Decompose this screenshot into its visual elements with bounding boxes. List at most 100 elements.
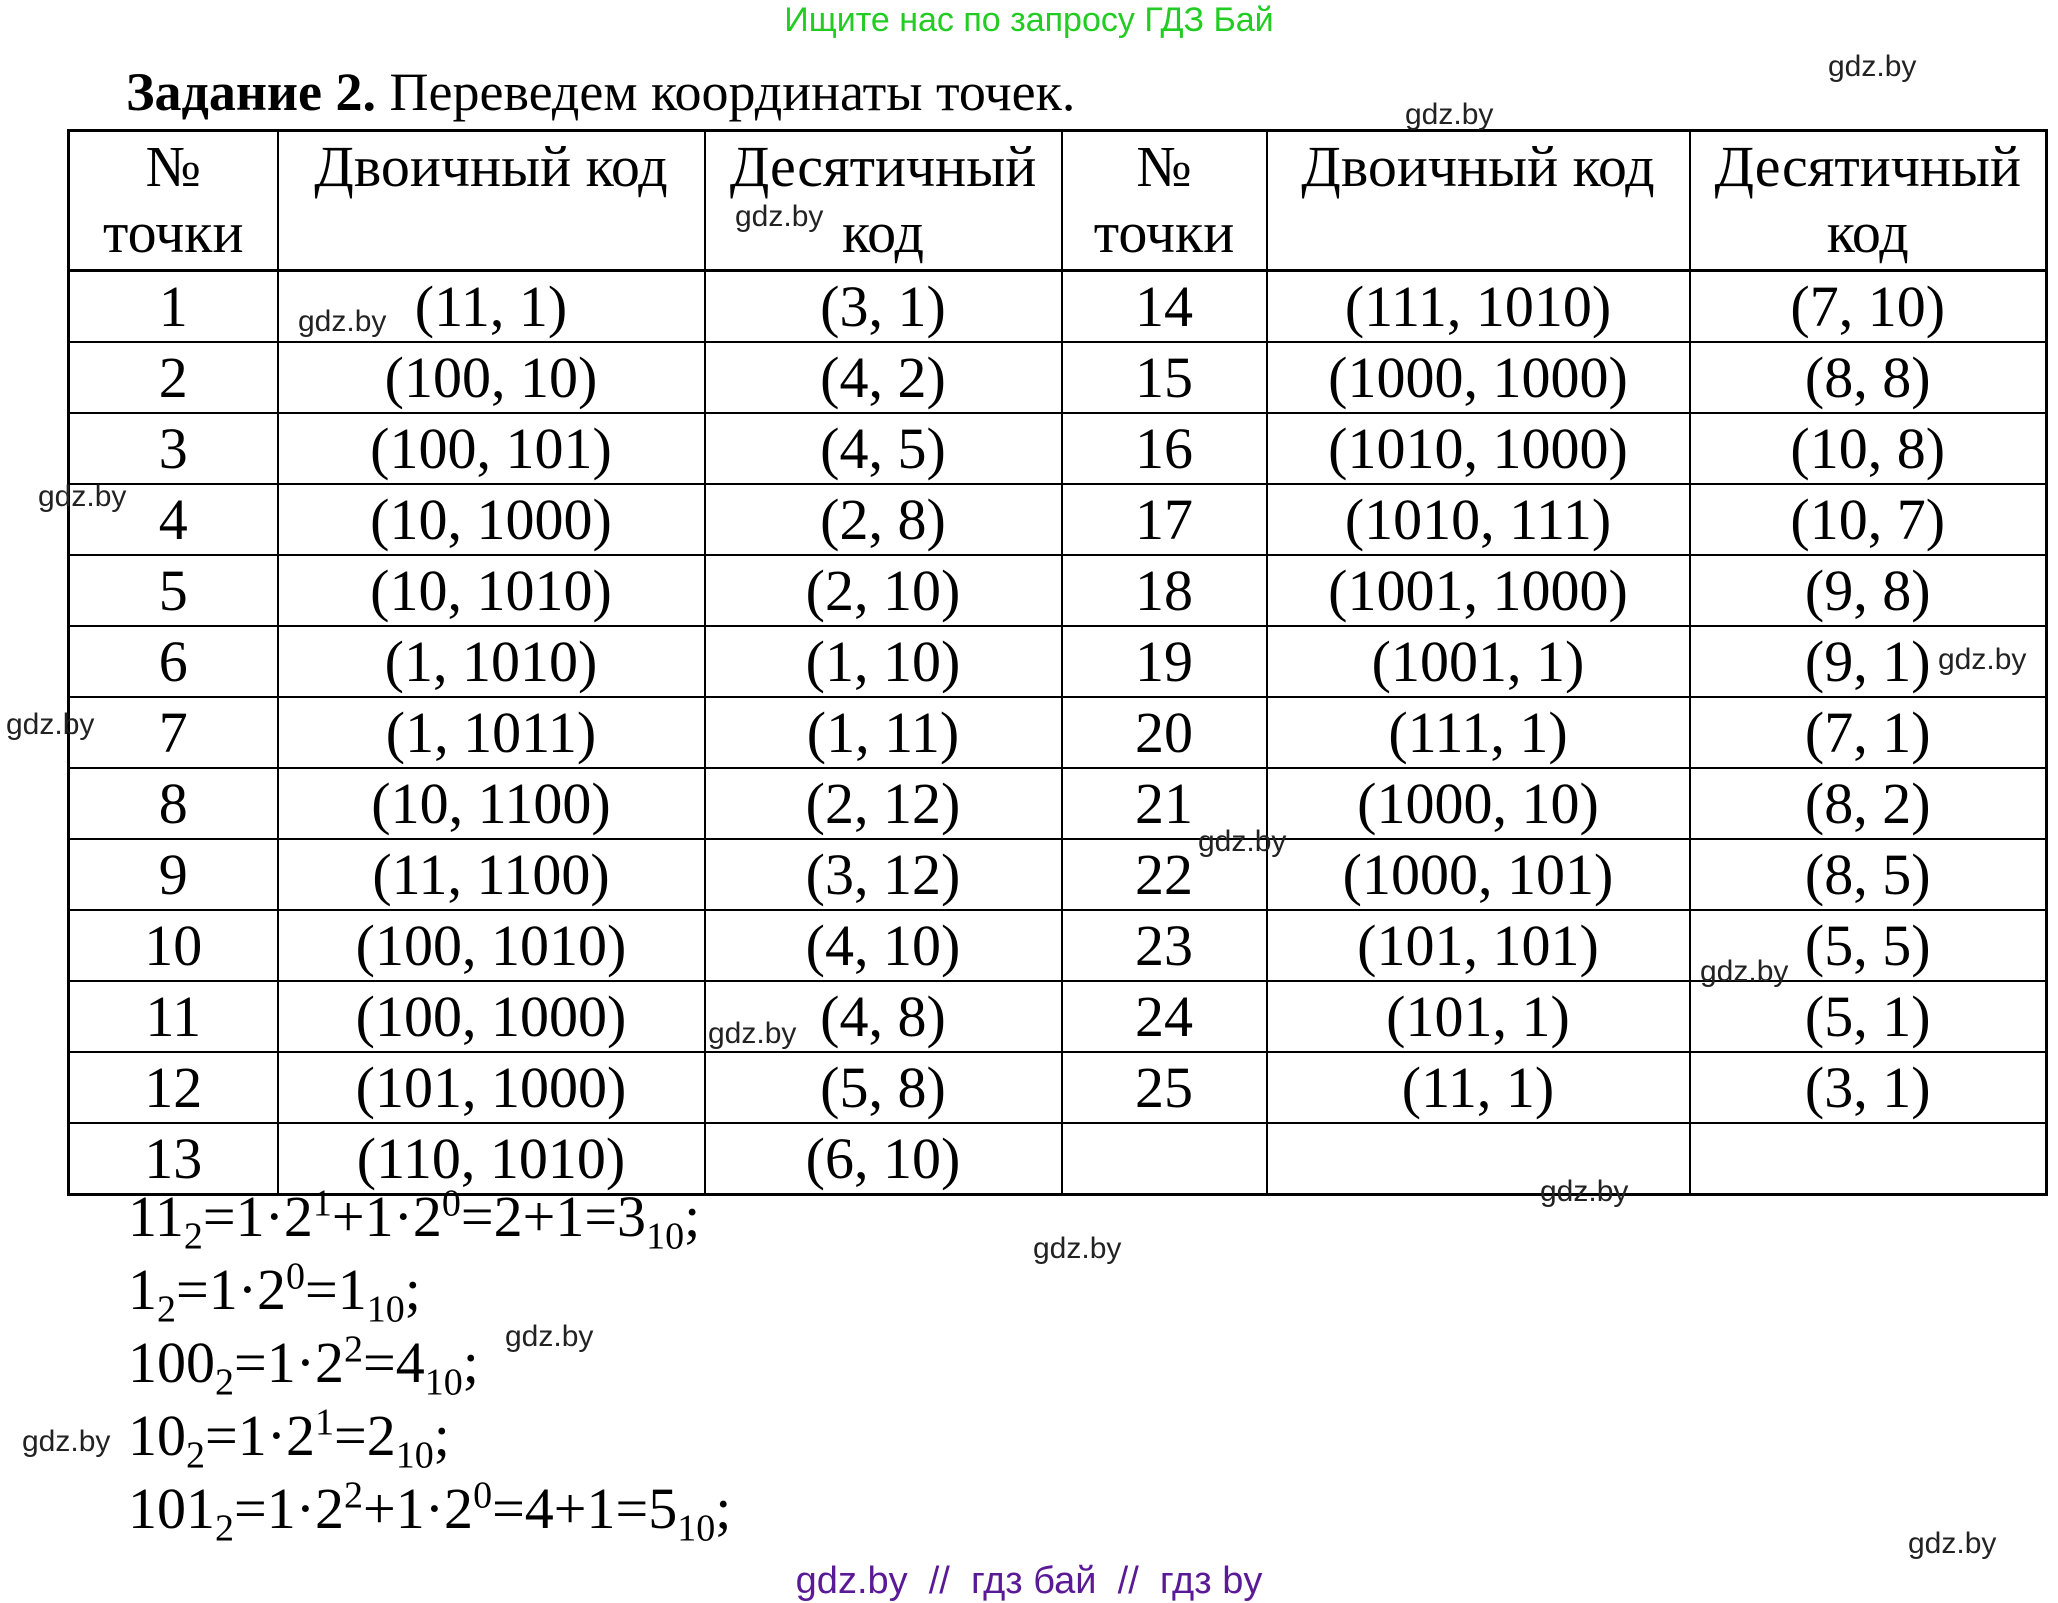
table-cell: (111, 1): [1265, 696, 1691, 769]
table-cell: 25: [1060, 1051, 1268, 1124]
table-row: 6 (1, 1010) (1, 10) 19 (1001, 1) (9, 1): [67, 625, 2048, 698]
formula: 1002=1·22=410;: [128, 1328, 479, 1404]
table-cell: (7, 1): [1688, 696, 2048, 769]
table-cell: 2: [67, 341, 279, 414]
table-cell: (101, 1000): [276, 1051, 706, 1124]
watermark: gdz.by: [1700, 955, 1789, 988]
table-cell: (11, 1): [1265, 1051, 1691, 1124]
table-cell: (1000, 101): [1265, 838, 1691, 911]
watermark: gdz.by: [1938, 643, 2027, 676]
table-cell: (4, 10): [703, 909, 1063, 982]
table-cell: (9, 1): [1688, 625, 2048, 698]
table-cell: 17: [1060, 483, 1268, 556]
table-cell: (1000, 10): [1265, 767, 1691, 840]
table-cell: (10, 1000): [276, 483, 706, 556]
table-cell: 18: [1060, 554, 1268, 627]
table-cell: (1010, 1000): [1265, 412, 1691, 485]
table-row: 4 (10, 1000) (2, 8) 17 (1010, 111) (10, 7): [67, 483, 2048, 556]
table-row: 3 (100, 101) (4, 5) 16 (1010, 1000) (10, 8): [67, 412, 2048, 485]
watermark: gdz.by: [1828, 50, 1917, 83]
formula: 1012=1·22+1·20=4+1=510;: [128, 1474, 732, 1550]
table-cell: (5, 1): [1688, 980, 2048, 1053]
watermark: gdz.by: [1540, 1175, 1629, 1208]
table-cell: 12: [67, 1051, 279, 1124]
table-cell: 5: [67, 554, 279, 627]
table-cell: (1, 1011): [276, 696, 706, 769]
table-cell: 20: [1060, 696, 1268, 769]
header-line: №: [1136, 134, 1192, 199]
table-cell: (3, 12): [703, 838, 1063, 911]
table-row: 1 (11, 1) (3, 1) 14 (111, 1010) (7, 10): [67, 269, 2048, 343]
table-cell: (4, 5): [703, 412, 1063, 485]
footer-watermark: gdz.by // гдз бай // гдз by: [795, 1560, 1263, 1602]
task-text: Переведем координаты точек.: [376, 62, 1076, 122]
table-cell: 4: [67, 483, 279, 556]
table-cell: 23: [1060, 909, 1268, 982]
table-cell: (1001, 1): [1265, 625, 1691, 698]
header-line: Десятичный: [1714, 134, 2021, 199]
formula: 112=1·21+1·20=2+1=310;: [128, 1182, 701, 1258]
header-line: №: [145, 134, 201, 199]
table-cell: 15: [1060, 341, 1268, 414]
table-row: 8 (10, 1100) (2, 12) 21 (1000, 10) (8, 2): [67, 767, 2048, 840]
table-cell: 6: [67, 625, 279, 698]
header-line: Двоичный код: [314, 134, 668, 199]
table-cell: (4, 2): [703, 341, 1063, 414]
header-line: точки: [103, 200, 244, 265]
table-cell: (100, 10): [276, 341, 706, 414]
conversion-formulas: 112=1·21+1·20=2+1=310; 12=1·20=110; 1002=1…: [128, 1180, 732, 1550]
table-cell: (2, 8): [703, 483, 1063, 556]
watermark: gdz.by: [1033, 1232, 1122, 1265]
table-cell: 10: [67, 909, 279, 982]
table-cell: (1, 11): [703, 696, 1063, 769]
table-cell: 21: [1060, 767, 1268, 840]
table-cell: (10, 1100): [276, 767, 706, 840]
watermark: gdz.by: [1198, 825, 1287, 858]
table-row: 10 (100, 1010) (4, 10) 23 (101, 101) (5, 5): [67, 909, 2048, 982]
table-cell: 24: [1060, 980, 1268, 1053]
table-row: 11 (100, 1000) (4, 8) 24 (101, 1) (5, 1): [67, 980, 2048, 1053]
table-cell: 7: [67, 696, 279, 769]
table-cell: (1, 10): [703, 625, 1063, 698]
table-cell: (2, 10): [703, 554, 1063, 627]
table-row: 9 (11, 1100) (3, 12) 22 (1000, 101) (8, 5): [67, 838, 2048, 911]
table-cell: (101, 1): [1265, 980, 1691, 1053]
table-cell: (100, 101): [276, 412, 706, 485]
table-cell: (11, 1): [276, 269, 706, 343]
watermark: gdz.by: [1405, 98, 1494, 131]
table-cell: [1060, 1122, 1268, 1196]
table-cell: (8, 2): [1688, 767, 2048, 840]
formula: 12=1·20=110;: [128, 1255, 421, 1331]
table-cell: (6, 10): [703, 1122, 1063, 1196]
table-cell: (1010, 111): [1265, 483, 1691, 556]
table-cell: (5, 5): [1688, 909, 2048, 982]
table-cell: (3, 1): [1688, 1051, 2048, 1124]
watermark: gdz.by: [6, 708, 95, 741]
table-cell: (4, 8): [703, 980, 1063, 1053]
table-cell: 11: [67, 980, 279, 1053]
table-row: 7 (1, 1011) (1, 11) 20 (111, 1) (7, 1): [67, 696, 2048, 769]
column-header: Десятичный код: [1688, 129, 2048, 272]
table-cell: (100, 1000): [276, 980, 706, 1053]
table-cell: 13: [67, 1122, 279, 1196]
column-header: Десятичный код: [703, 129, 1063, 272]
table-cell: 19: [1060, 625, 1268, 698]
table-cell: (8, 8): [1688, 341, 2048, 414]
header-line: код: [1826, 200, 1909, 265]
table-cell: 22: [1060, 838, 1268, 911]
column-header: Двоичный код: [1265, 129, 1691, 272]
task-title: Задание 2. Переведем координаты точек.: [126, 60, 1075, 124]
table-cell: (1000, 1000): [1265, 341, 1691, 414]
table-cell: (9, 8): [1688, 554, 2048, 627]
formula: 102=1·21=210;: [128, 1401, 450, 1477]
table-cell: 14: [1060, 269, 1268, 343]
watermark: gdz.by: [298, 305, 387, 338]
coordinates-table: № точки Двоичный код Десятичный код № точки Дво…: [67, 129, 2048, 1196]
table-cell: 3: [67, 412, 279, 485]
table-cell: (10, 7): [1688, 483, 2048, 556]
watermark: gdz.by: [22, 1425, 111, 1458]
table-cell: (10, 1010): [276, 554, 706, 627]
header-line: Десятичный: [729, 134, 1037, 199]
search-banner: Ищите нас по запросу ГДЗ Бай: [784, 1, 1274, 39]
table-row: 13 (110, 1010) (6, 10): [67, 1122, 2048, 1196]
